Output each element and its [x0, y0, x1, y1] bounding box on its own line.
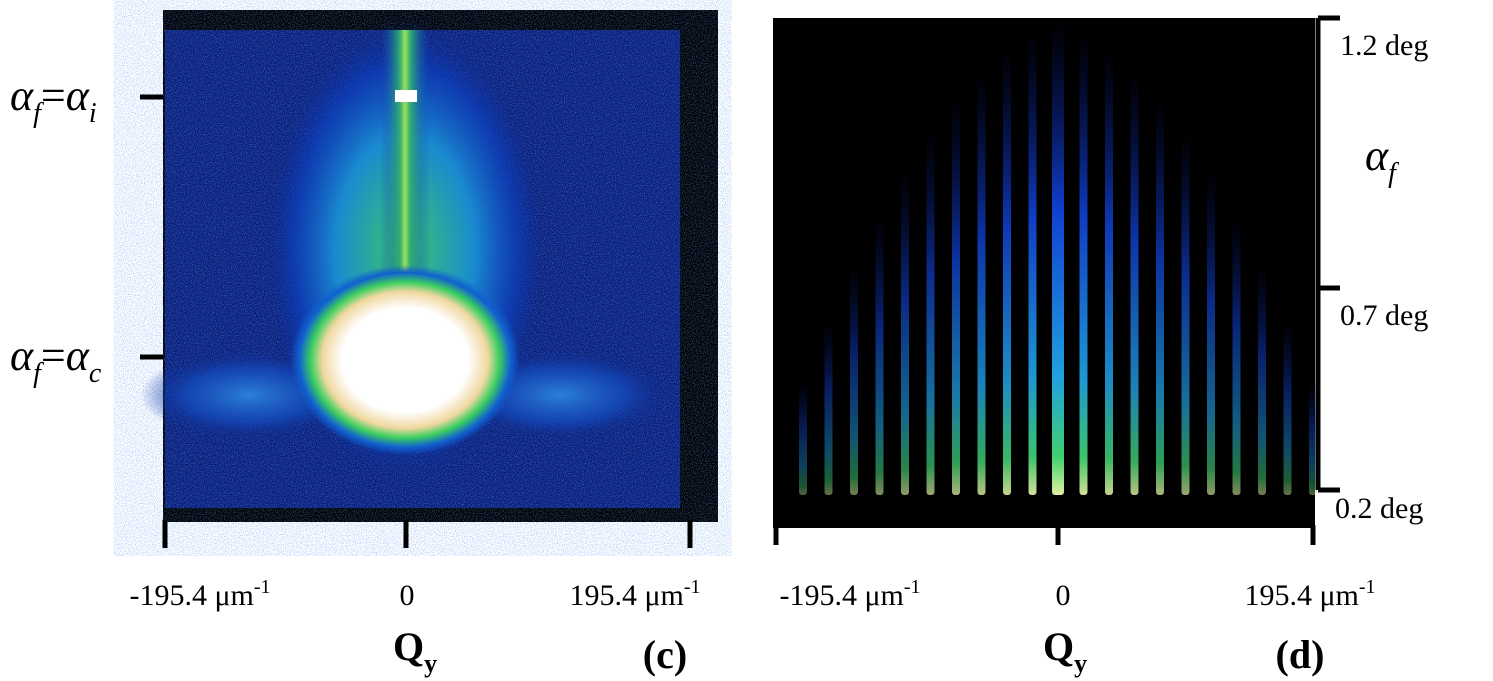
y-marker-label: αf=αc: [10, 331, 102, 389]
text-part: y: [1074, 649, 1087, 678]
diffraction-streaks: [799, 20, 1317, 496]
y-tick-label: 0.2 deg: [1335, 492, 1423, 525]
x-tick-label: -195.4 μm-1: [129, 576, 270, 612]
text-part: c: [89, 358, 102, 389]
text-part: -1: [904, 576, 921, 598]
streak: [875, 213, 884, 495]
text-part: (c): [643, 632, 687, 677]
y-marker-label: αf=αi: [10, 71, 97, 129]
text-part: α: [66, 331, 90, 380]
x-tick-label: 0: [1056, 579, 1071, 612]
y-axis-title: αf: [1365, 131, 1399, 189]
text-part: α: [10, 331, 34, 380]
image-frame: [773, 18, 1315, 528]
x-tick-label: 0: [400, 579, 415, 612]
x-tick-label: 195.4 μm-1: [569, 576, 700, 612]
text-part: f: [33, 358, 44, 389]
text-part: -195.4 μm: [129, 579, 253, 612]
streak: [1079, 30, 1088, 496]
text-part: =: [41, 331, 66, 380]
x-axis-title: Qy: [393, 624, 437, 678]
text-part: -1: [254, 576, 271, 598]
panel-label: (c): [643, 632, 687, 677]
text-part: 0.7 deg: [1340, 299, 1428, 332]
streak: [1258, 263, 1266, 495]
text-part: y: [424, 649, 437, 678]
text-part: 1.2 deg: [1340, 29, 1428, 62]
text-part: 0: [400, 579, 415, 612]
streak: [850, 263, 858, 495]
streak: [824, 318, 833, 495]
text-part: f: [33, 98, 44, 129]
streak: [977, 69, 986, 495]
text-part: 195.4 μm: [1244, 579, 1358, 612]
streak: [952, 96, 960, 496]
text-part: f: [1388, 158, 1399, 189]
streak: [1130, 69, 1139, 495]
text-part: =: [41, 71, 66, 120]
text-part: Q: [393, 624, 424, 669]
text-part: -1: [684, 576, 701, 598]
streak: [1283, 318, 1292, 495]
text-part: α: [66, 71, 90, 120]
streak: [1181, 130, 1190, 495]
text-part: Q: [1043, 624, 1074, 669]
specular-spot: [395, 90, 417, 102]
streak: [1003, 47, 1011, 495]
text-part: -195.4 μm: [779, 579, 903, 612]
text-part: -1: [1359, 576, 1376, 598]
x-tick-label: -195.4 μm-1: [779, 576, 920, 612]
streak: [1105, 47, 1113, 495]
y-tick-label: 0.7 deg: [1340, 299, 1428, 332]
streak: [901, 168, 909, 496]
x-tick-label: 195.4 μm-1: [1244, 576, 1375, 612]
y-tick-label: 1.2 deg: [1340, 29, 1428, 62]
streak: [799, 380, 807, 495]
streak: [926, 130, 935, 495]
text-part: i: [89, 98, 97, 129]
text-part: 195.4 μm: [569, 579, 683, 612]
text-part: 0.2 deg: [1335, 492, 1423, 525]
streak: [1309, 380, 1317, 495]
yoneda-peak: [290, 265, 520, 455]
text-part: α: [10, 71, 34, 120]
text-part: (d): [1276, 632, 1325, 677]
streak: [1156, 96, 1164, 496]
text-part: α: [1365, 131, 1389, 180]
panel-label: (d): [1276, 632, 1325, 677]
streak: [1207, 168, 1215, 496]
x-axis-title: Qy: [1043, 624, 1087, 678]
streak: [1232, 213, 1241, 495]
streak: [1052, 20, 1064, 495]
streak: [1028, 30, 1037, 496]
text-part: 0: [1056, 579, 1071, 612]
